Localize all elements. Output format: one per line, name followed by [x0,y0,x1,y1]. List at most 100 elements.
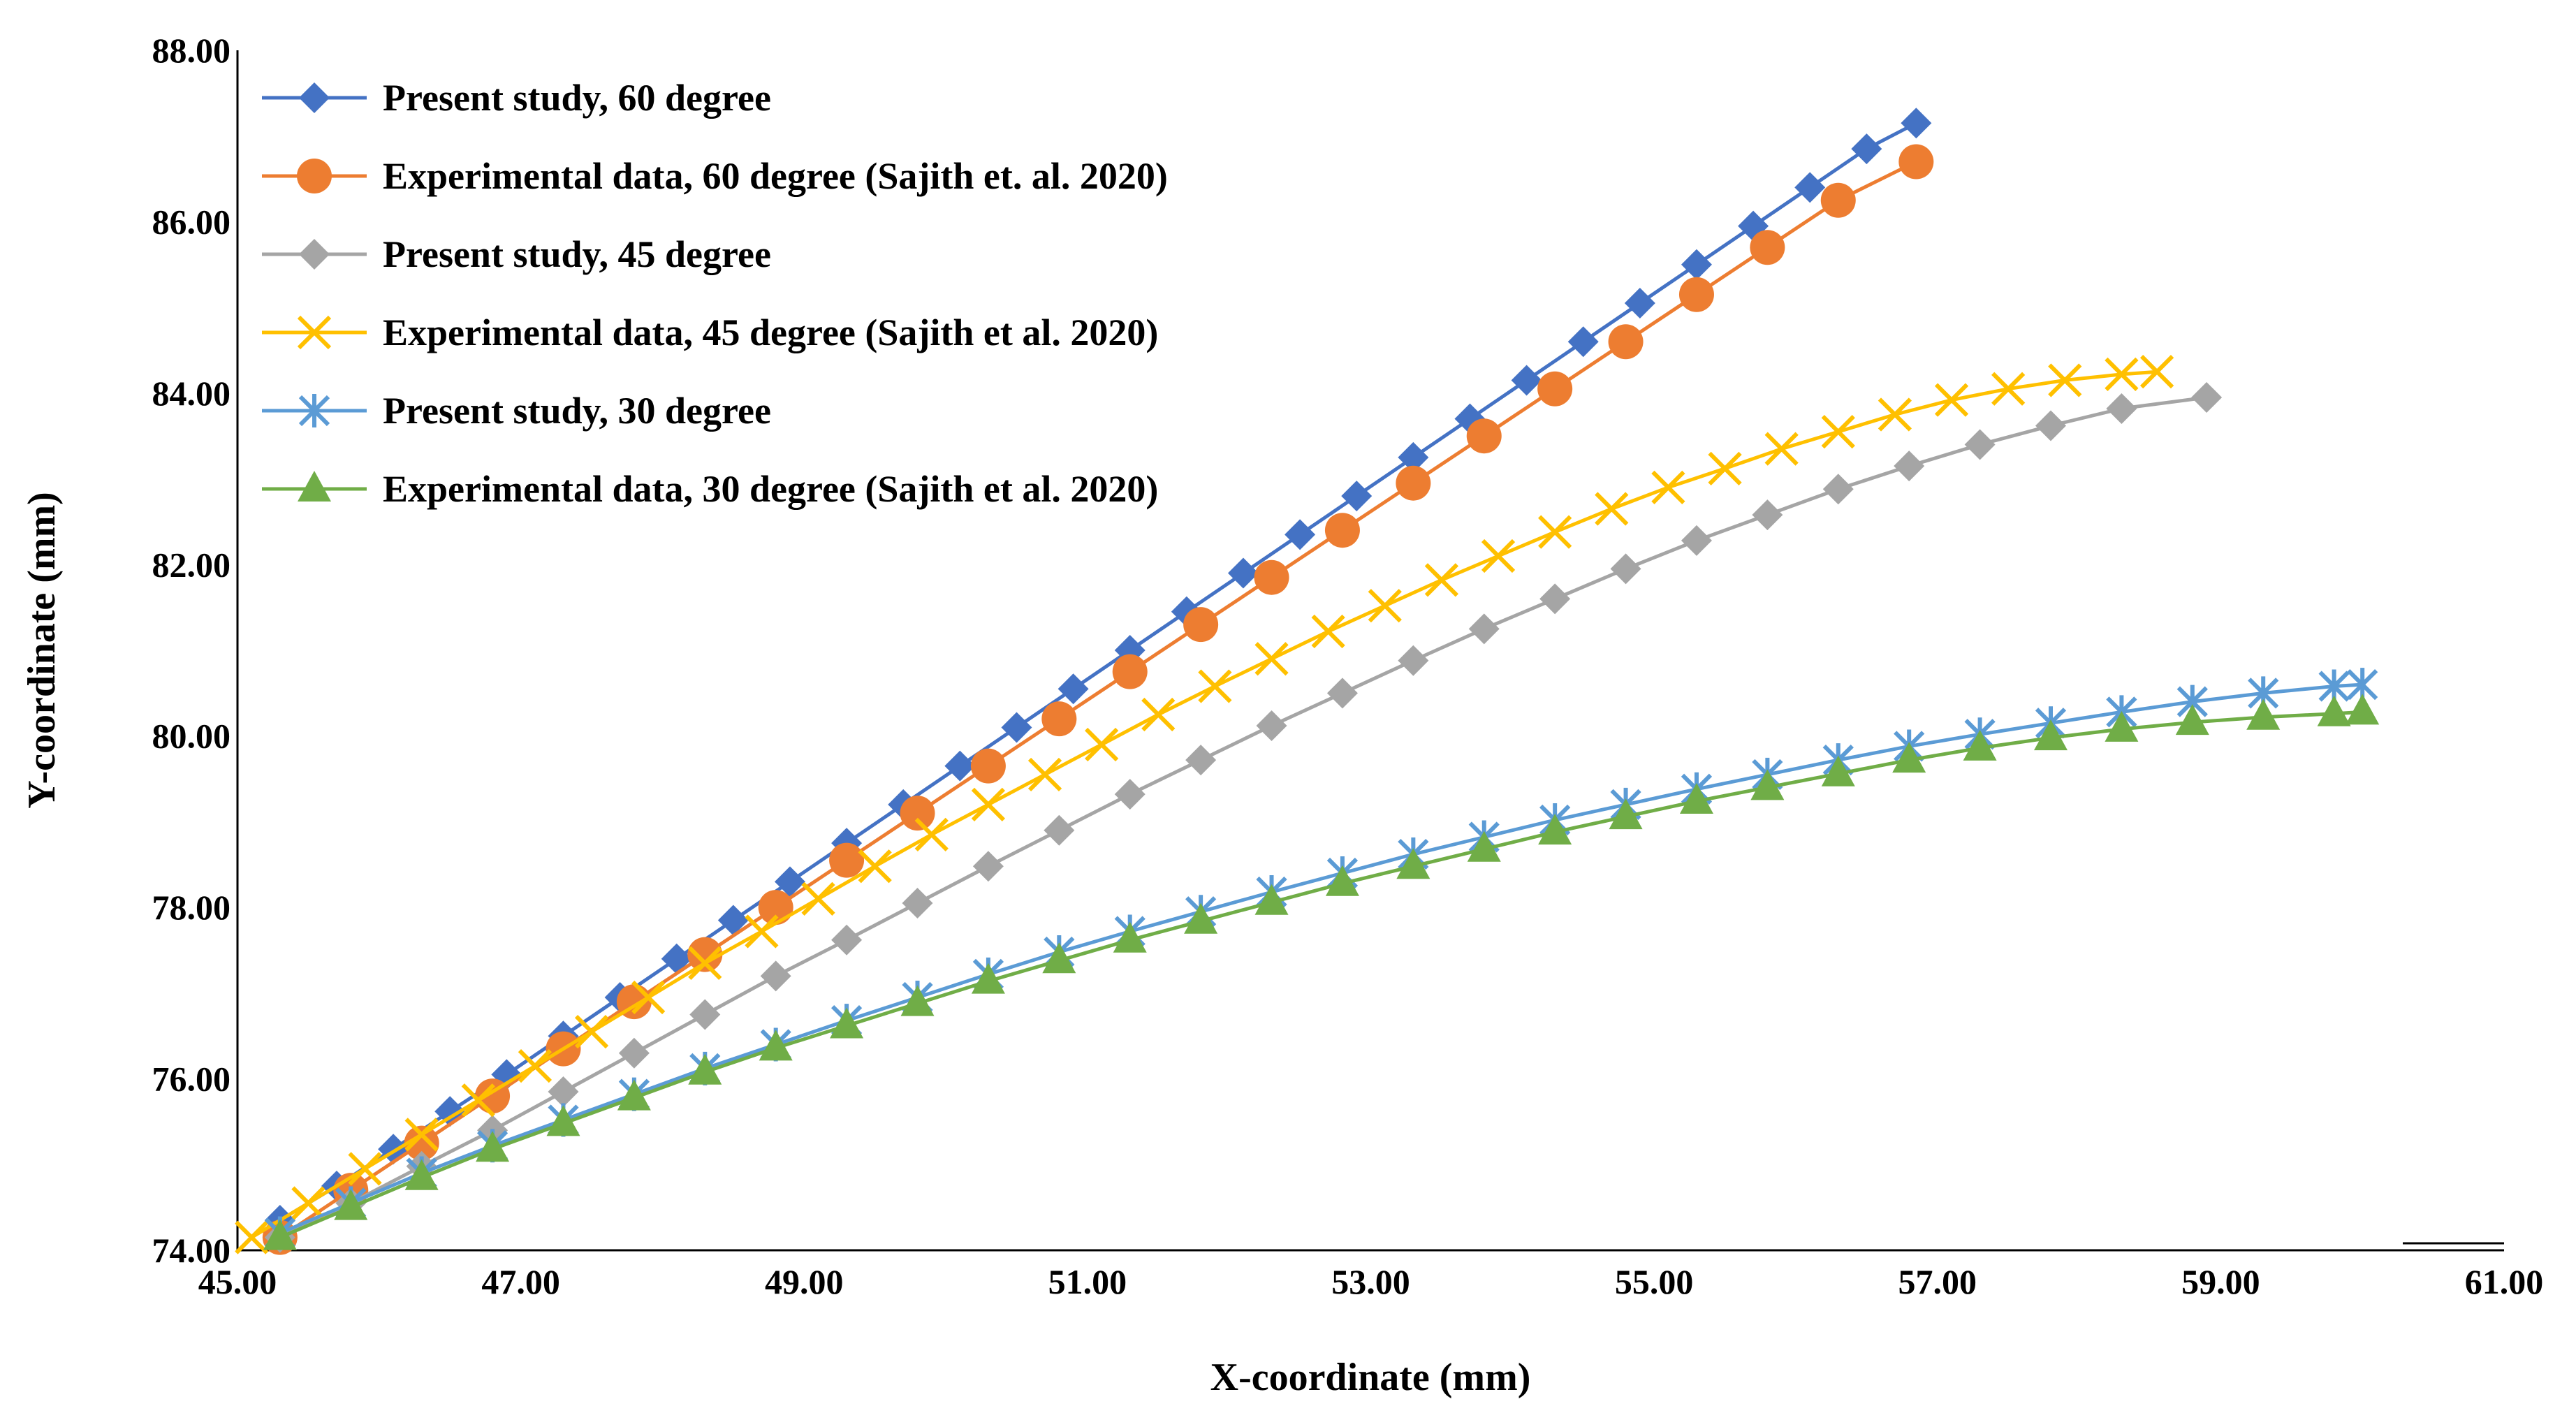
data-point [1254,559,1289,595]
data-point [1892,742,1926,773]
data-point [1794,172,1826,203]
data-point [1398,441,1429,473]
data-point [1820,182,1856,218]
legend-marker [297,159,332,193]
legend-label: Present study, 30 degree [383,390,771,432]
data-point [1679,782,1713,814]
data-point [404,1125,439,1161]
data-point [1198,669,1232,703]
legend-item: Present study, 30 degree [262,390,771,432]
data-point [972,851,1004,882]
data-point [971,962,1005,994]
legend-label: Present study, 60 degree [383,77,771,119]
legend-item: Present study, 60 degree [262,77,771,119]
data-point [1878,397,1912,432]
data-point [2034,719,2068,751]
y-tick-label: 86.00 [152,202,231,241]
data-point [760,960,791,992]
data-point [1185,745,1217,776]
data-point [2191,381,2223,413]
data-point [348,1152,382,1186]
x-axis-title: X-coordinate (mm) [1210,1356,1531,1399]
data-point [689,999,721,1030]
data-point [1608,324,1644,360]
data-point [1901,108,1932,139]
data-point [1468,613,1500,645]
data-point [1041,701,1077,737]
data-point [1325,865,1359,896]
y-tick-label: 88.00 [152,31,231,70]
data-point [1254,642,1289,676]
data-point [1964,429,1996,460]
data-point [1396,848,1430,879]
data-point [235,1220,269,1254]
legend-item: Experimental data, 30 degree (Sajith et … [262,468,1158,510]
x-tick-label: 59.00 [2181,1262,2260,1301]
y-tick-label: 74.00 [152,1231,231,1270]
data-point [1511,365,1542,396]
data-point [2346,694,2380,725]
data-point [1285,519,1316,550]
y-tick-label: 80.00 [152,717,231,756]
data-point [1963,729,1997,761]
data-point [858,849,892,884]
y-tick-label: 76.00 [152,1060,231,1099]
data-point [1750,769,1785,800]
x-tick-label: 53.00 [1331,1262,1410,1301]
data-point [1538,814,1572,845]
axes [236,50,2504,1252]
data-point [1595,492,1629,526]
y-axis-title: Y-coordinate (mm) [20,492,64,809]
data-point [2105,710,2139,742]
data-point [1001,712,1032,743]
data-point [1396,465,1431,501]
x-tick-label: 45.00 [198,1262,277,1301]
legend-marker [299,239,330,270]
data-point [1183,607,1219,643]
data-point [518,1049,552,1083]
data-point [1256,710,1287,741]
data-point [1609,798,1643,830]
data-point [829,842,865,878]
data-point [687,937,723,972]
x-tick-label: 55.00 [1615,1262,1694,1301]
legend-label: Experimental data, 30 degree (Sajith et … [383,468,1158,510]
data-point [548,1076,579,1107]
plot-area [235,108,2380,1255]
x-tick-label: 49.00 [765,1262,844,1301]
data-point [902,888,933,919]
legend-item: Present study, 45 degree [262,233,771,275]
data-point [1311,614,1345,649]
data-point [1708,451,1742,485]
data-point [263,1219,297,1250]
data-point [1324,513,1360,548]
y-tick-label: 82.00 [152,545,231,584]
data-point [1681,249,1712,280]
data-point [1681,525,1712,556]
data-point [1750,230,1785,265]
data-point [688,1053,722,1085]
data-point [1898,144,1934,180]
data-point [461,1083,495,1118]
legend-marker [298,471,331,502]
data-point [1764,432,1799,466]
legend-label: Experimental data, 60 degree (Sajith et.… [383,155,1168,197]
data-point [1341,481,1373,512]
data-point [759,1030,793,1061]
series-6 [263,694,2380,1250]
y-tick-label: 84.00 [152,374,231,413]
data-point [631,980,666,1015]
data-point [688,946,722,981]
data-point [1567,326,1599,358]
legend-marker [297,315,332,350]
data-point [1467,830,1501,862]
data-point [1610,553,1641,585]
x-tick-label: 47.00 [481,1262,560,1301]
data-point [2317,695,2351,726]
y-tick-label: 78.00 [152,888,231,927]
data-point [2246,698,2281,730]
data-point [618,1037,650,1069]
data-point [2035,410,2066,441]
legend-label: Present study, 45 degree [383,233,771,275]
